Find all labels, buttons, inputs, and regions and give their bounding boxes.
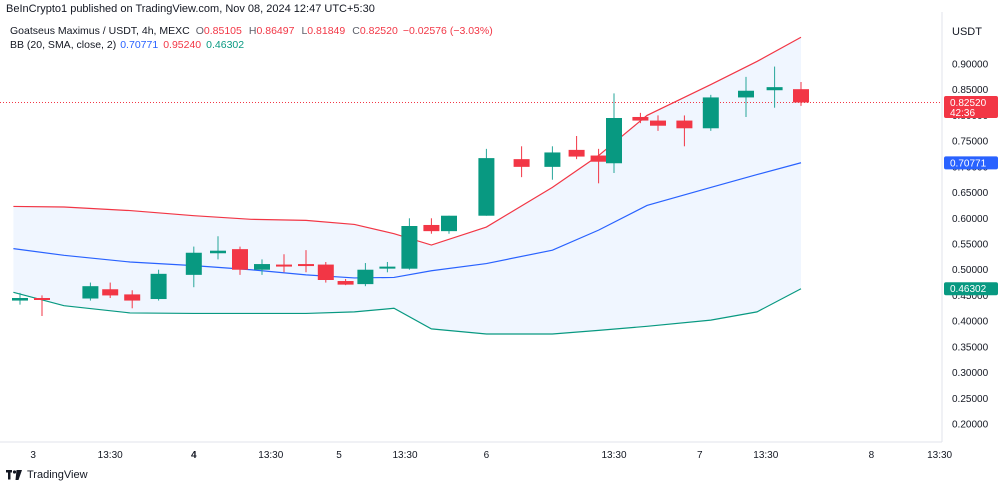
x-axis-tick-label: 13:30 [392,450,417,461]
candle-body[interactable] [12,298,28,301]
y-axis-tick-label: 0.85000 [952,85,989,96]
bb-basis-price-label-bg [944,156,998,170]
candle-body[interactable] [317,264,334,280]
candle-body[interactable] [544,152,561,167]
candle-body[interactable] [357,269,374,285]
candle-body[interactable] [441,215,457,232]
bollinger-basis-line [13,162,802,279]
x-axis-tick-label: 13:30 [753,450,778,461]
y-axis-tick-label: 0.65000 [952,188,989,199]
bb-basis-value: 0.70771 [120,39,159,51]
candle-body[interactable] [606,118,622,164]
y-axis-tick-label: 0.75000 [952,137,989,148]
y-axis-tick-label: 0.40000 [952,317,989,328]
tradingview-brand: TradingView [6,469,88,481]
candle-body[interactable] [337,281,354,285]
symbol-title[interactable]: Goatseus Maximus / USDT, 4h, MEXC [10,25,190,37]
y-axis-tick-label: 0.20000 [952,420,989,431]
candle-body[interactable] [298,264,314,267]
candle-body[interactable] [232,249,248,270]
x-axis-tick-label: 7 [697,450,703,461]
x-axis-tick-label: 8 [869,450,875,461]
candle-body[interactable] [102,289,119,296]
bb-lower-value: 0.46302 [206,39,245,51]
candle-body[interactable] [150,273,167,300]
candle-body[interactable] [276,264,292,267]
bb-upper-value: 0.95240 [163,39,202,51]
candle-body[interactable] [568,149,585,157]
publisher-line: BeInCrypto1 published on TradingView.com… [6,3,375,15]
candle-body[interactable] [254,264,270,270]
ohlc-close: C0.82520 [352,25,398,37]
x-axis-tick-label: 13:30 [927,450,952,461]
candle-body[interactable] [676,120,693,129]
candle-body[interactable] [82,286,99,299]
candle-body[interactable] [401,226,418,269]
y-axis-tick-label: 0.30000 [952,368,989,379]
indicator-row: BB (20, SMA, close, 2) 0.70771 0.95240 0… [10,38,494,52]
symbol-row: Goatseus Maximus / USDT, 4h, MEXC O0.851… [10,24,494,38]
bb-lower-price-label-bg [944,282,998,296]
candle-body[interactable] [34,298,50,300]
brand-name: TradingView [27,469,88,481]
candle-body[interactable] [379,266,396,269]
currency-label[interactable]: USDT [952,26,982,38]
ohlc-change: −0.02576 (−3.03%) [402,25,493,37]
chart-legend: Goatseus Maximus / USDT, 4h, MEXC O0.851… [10,24,494,52]
candle-body[interactable] [650,120,666,126]
candle-body[interactable] [185,252,202,275]
current-price-label: 0.82520 [950,98,987,109]
candle-body[interactable] [738,90,754,98]
y-axis-tick-label: 0.55000 [952,240,989,251]
tradingview-logo-icon [6,470,22,480]
candle-body[interactable] [124,294,141,301]
y-axis-tick-label: 0.25000 [952,394,989,405]
candle-body[interactable] [590,155,607,162]
candle-body[interactable] [478,158,495,216]
x-axis-tick-label: 13:30 [258,450,283,461]
ohlc-low: L0.81849 [301,25,346,37]
candle-body[interactable] [766,87,783,91]
candle-body[interactable] [423,224,440,232]
x-axis-tick-label: 4 [191,450,197,461]
candle-body[interactable] [632,116,649,121]
x-axis-tick-label: 5 [336,450,342,461]
bb-basis-price-label: 0.70771 [950,158,987,169]
x-axis-tick-label: 13:30 [98,450,123,461]
bollinger-lower-line [13,288,802,335]
candle-body[interactable] [702,97,719,129]
bb-lower-price-label: 0.46302 [950,284,987,295]
candle-body[interactable] [793,89,809,103]
indicator-name[interactable]: BB (20, SMA, close, 2) [10,39,117,51]
ohlc-open: O0.85105 [195,25,242,37]
x-axis-tick-label: 13:30 [601,450,626,461]
current-price-label-countdown: 42:36 [950,108,975,119]
x-axis-tick-label: 6 [484,450,490,461]
current-price-label-bg [944,95,998,118]
ohlc-high: H0.86497 [248,25,295,37]
y-axis-tick-label: 0.90000 [952,60,989,71]
x-axis-tick-label: 3 [30,450,36,461]
candle-body[interactable] [513,159,530,167]
y-axis-tick-label: 0.45000 [952,291,989,302]
y-axis-tick-label: 0.60000 [952,214,989,225]
y-axis-tick-label: 0.35000 [952,342,989,353]
candle-body[interactable] [210,250,226,254]
bollinger-band-fill [13,37,801,334]
y-axis-tick-label: 0.50000 [952,265,989,276]
